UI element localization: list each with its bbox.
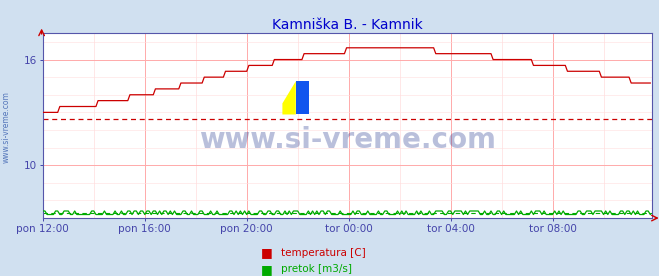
- Text: www.si-vreme.com: www.si-vreme.com: [199, 126, 496, 154]
- Text: temperatura [C]: temperatura [C]: [281, 248, 366, 258]
- Text: www.si-vreme.com: www.si-vreme.com: [2, 91, 11, 163]
- Title: Kamniška B. - Kamnik: Kamniška B. - Kamnik: [272, 18, 423, 32]
- Text: pretok [m3/s]: pretok [m3/s]: [281, 264, 353, 274]
- Polygon shape: [283, 81, 296, 115]
- Text: ■: ■: [261, 246, 273, 259]
- Text: ■: ■: [261, 262, 273, 276]
- Polygon shape: [296, 81, 309, 115]
